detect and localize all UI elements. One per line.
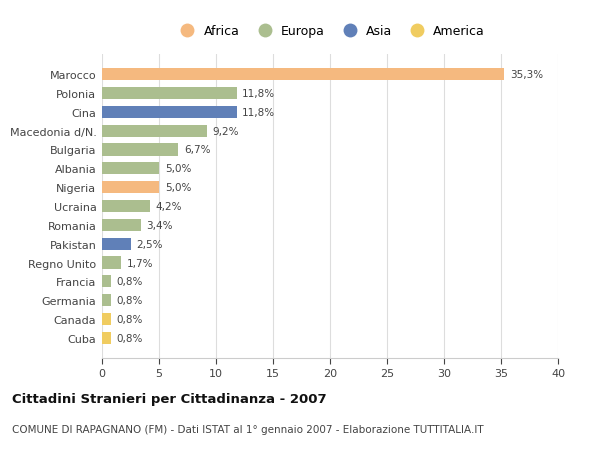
Text: 0,8%: 0,8% <box>117 333 143 343</box>
Text: 3,4%: 3,4% <box>146 220 173 230</box>
Bar <box>102 88 236 100</box>
Text: 0,8%: 0,8% <box>117 277 143 287</box>
Text: 5,0%: 5,0% <box>164 164 191 174</box>
Bar <box>102 276 111 288</box>
Bar <box>102 294 111 307</box>
Bar <box>102 238 131 250</box>
Text: 9,2%: 9,2% <box>212 126 239 136</box>
Text: 1,7%: 1,7% <box>127 258 154 268</box>
Bar <box>102 313 111 325</box>
Bar <box>102 332 111 344</box>
Bar <box>102 144 178 156</box>
Bar <box>102 106 236 119</box>
Bar <box>102 201 150 213</box>
Text: 0,8%: 0,8% <box>117 296 143 306</box>
Text: 11,8%: 11,8% <box>242 89 275 99</box>
Text: 0,8%: 0,8% <box>117 314 143 325</box>
Text: 6,7%: 6,7% <box>184 145 211 155</box>
Bar <box>102 125 207 137</box>
Text: 5,0%: 5,0% <box>164 183 191 193</box>
Text: 11,8%: 11,8% <box>242 107 275 118</box>
Legend: Africa, Europa, Asia, America: Africa, Europa, Asia, America <box>170 20 490 43</box>
Text: 4,2%: 4,2% <box>155 202 182 212</box>
Text: COMUNE DI RAPAGNANO (FM) - Dati ISTAT al 1° gennaio 2007 - Elaborazione TUTTITAL: COMUNE DI RAPAGNANO (FM) - Dati ISTAT al… <box>12 425 484 435</box>
Text: 35,3%: 35,3% <box>510 70 543 80</box>
Bar <box>102 257 121 269</box>
Bar <box>102 219 141 231</box>
Bar <box>102 69 505 81</box>
Text: 2,5%: 2,5% <box>136 239 163 249</box>
Bar <box>102 163 159 175</box>
Text: Cittadini Stranieri per Cittadinanza - 2007: Cittadini Stranieri per Cittadinanza - 2… <box>12 392 326 405</box>
Bar <box>102 182 159 194</box>
